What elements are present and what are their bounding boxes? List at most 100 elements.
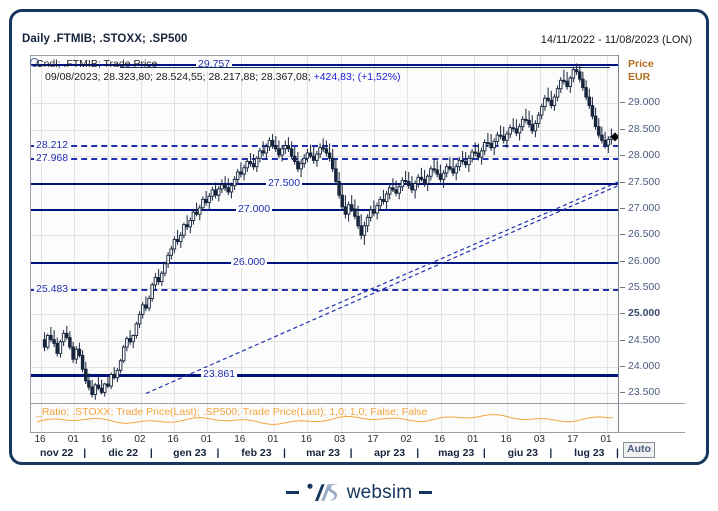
candlestick xyxy=(289,141,294,160)
reference-line-label[interactable]: 23.861 xyxy=(201,368,238,380)
date-range-label: 14/11/2022 - 11/08/2023 (LON) xyxy=(540,34,692,46)
candlestick xyxy=(476,143,481,161)
footer-branding: websim xyxy=(0,474,718,511)
candlestick xyxy=(482,139,487,156)
auto-scale-button[interactable]: Auto xyxy=(623,442,655,458)
time-axis-day-label: 01 xyxy=(67,434,79,445)
candlestick xyxy=(182,222,186,239)
reference-line[interactable] xyxy=(31,64,618,66)
time-axis-month-separator: | xyxy=(616,447,619,459)
price-axis[interactable]: Price EUR 29.000 28.500 28.000 27.500 27.000… xyxy=(620,55,690,458)
reference-line[interactable] xyxy=(31,145,618,147)
candlestick xyxy=(305,148,310,163)
candlestick xyxy=(207,193,211,209)
grid-line-vertical xyxy=(174,56,175,403)
candlestick xyxy=(457,157,462,171)
candlestick xyxy=(489,134,493,151)
time-axis-day-label: 16 xyxy=(500,434,512,445)
grid-line-vertical xyxy=(574,56,575,403)
candlestick xyxy=(223,176,227,191)
candlestick xyxy=(444,163,449,178)
grid-line-horizontal xyxy=(31,103,618,104)
reference-line-label[interactable]: 27.968 xyxy=(34,152,71,164)
candlestick xyxy=(140,301,145,319)
candlestick xyxy=(147,295,151,312)
ratio-series-line xyxy=(36,414,614,425)
candlestick xyxy=(372,200,376,217)
grid-line-vertical xyxy=(207,56,208,403)
candlestick xyxy=(292,146,297,165)
reference-line-label[interactable]: 27.000 xyxy=(236,203,273,215)
candlestick xyxy=(115,368,120,382)
reference-line[interactable] xyxy=(31,183,618,185)
time-axis-day-label: 16 xyxy=(300,434,312,445)
candlestick xyxy=(90,379,94,398)
price-axis-header-currency: EUR xyxy=(628,71,651,83)
time-axis-day-label: 16 xyxy=(101,434,113,445)
candlestick xyxy=(87,373,91,391)
reference-line[interactable] xyxy=(31,158,618,160)
footer-left-dash xyxy=(285,491,299,494)
candlestick xyxy=(492,138,496,156)
candlestick xyxy=(74,346,79,364)
reference-line-label[interactable]: 27.500 xyxy=(266,177,303,189)
price-plot-area[interactable]: 29.757 28.212 27.968 27.500 27.000 26.000 25.4… xyxy=(30,55,618,403)
candlestick xyxy=(343,195,348,219)
candlestick xyxy=(299,159,303,178)
trendline[interactable] xyxy=(318,181,618,313)
time-axis-month-separator: | xyxy=(416,447,420,459)
candlestick xyxy=(378,196,382,210)
candlestick xyxy=(197,204,202,221)
candlestick xyxy=(539,103,544,120)
grid-line-vertical xyxy=(474,56,475,403)
trendline[interactable] xyxy=(145,184,618,395)
candlestick xyxy=(229,182,234,199)
candlestick xyxy=(102,382,107,397)
candlestick xyxy=(463,152,468,168)
price-axis-tick-label: 24.500 xyxy=(628,334,661,346)
candlestick xyxy=(530,115,534,134)
candlestick xyxy=(248,153,253,167)
price-axis-tick-label: 23.500 xyxy=(628,386,661,398)
price-axis-tick-label: 27.500 xyxy=(628,176,661,188)
price-axis-tick-label: 27.000 xyxy=(628,202,661,214)
candlestick xyxy=(201,196,205,211)
time-axis[interactable]: 16 01 16 02 16 01 16 01 16 03 17 02 16 01 16 03 17 01 nov … xyxy=(0,434,718,466)
candlestick xyxy=(486,133,490,147)
websim-slash-logo-icon xyxy=(307,483,339,501)
grid-line-horizontal xyxy=(31,235,618,236)
reference-line-label[interactable]: 28.212 xyxy=(34,139,71,151)
candlestick xyxy=(254,156,259,172)
candlestick xyxy=(422,169,427,187)
reference-line[interactable] xyxy=(31,209,618,211)
candlestick xyxy=(144,296,148,312)
reference-line-label[interactable]: 25.483 xyxy=(34,283,71,295)
reference-line-label[interactable]: 26.000 xyxy=(231,256,268,268)
time-axis-day-label: 16 xyxy=(167,434,179,445)
candlestick xyxy=(448,157,452,171)
candlestick xyxy=(546,87,550,103)
candlestick xyxy=(267,137,272,151)
candlestick xyxy=(239,162,243,178)
time-axis-month-label: gen 23 xyxy=(173,447,207,459)
grid-line-horizontal xyxy=(31,130,618,131)
price-axis-tick xyxy=(620,234,625,235)
candlestick xyxy=(429,165,433,181)
ratio-indicator-pane[interactable] xyxy=(30,404,618,432)
reference-line[interactable] xyxy=(31,262,618,264)
price-axis-tick xyxy=(620,129,625,130)
candlestick xyxy=(213,182,218,199)
candlestick xyxy=(384,191,389,209)
candlestick xyxy=(159,271,164,286)
reference-line[interactable] xyxy=(31,289,618,291)
candlestick xyxy=(216,185,221,202)
grid-line-vertical xyxy=(341,56,342,403)
reference-line[interactable] xyxy=(31,374,618,377)
candlestick xyxy=(368,205,373,222)
price-axis-tick xyxy=(620,340,625,341)
price-axis-tick xyxy=(620,261,625,262)
candlestick xyxy=(517,123,522,141)
candlestick xyxy=(153,273,158,290)
candlestick xyxy=(270,134,275,149)
time-axis-month-label: giu 23 xyxy=(507,447,538,459)
